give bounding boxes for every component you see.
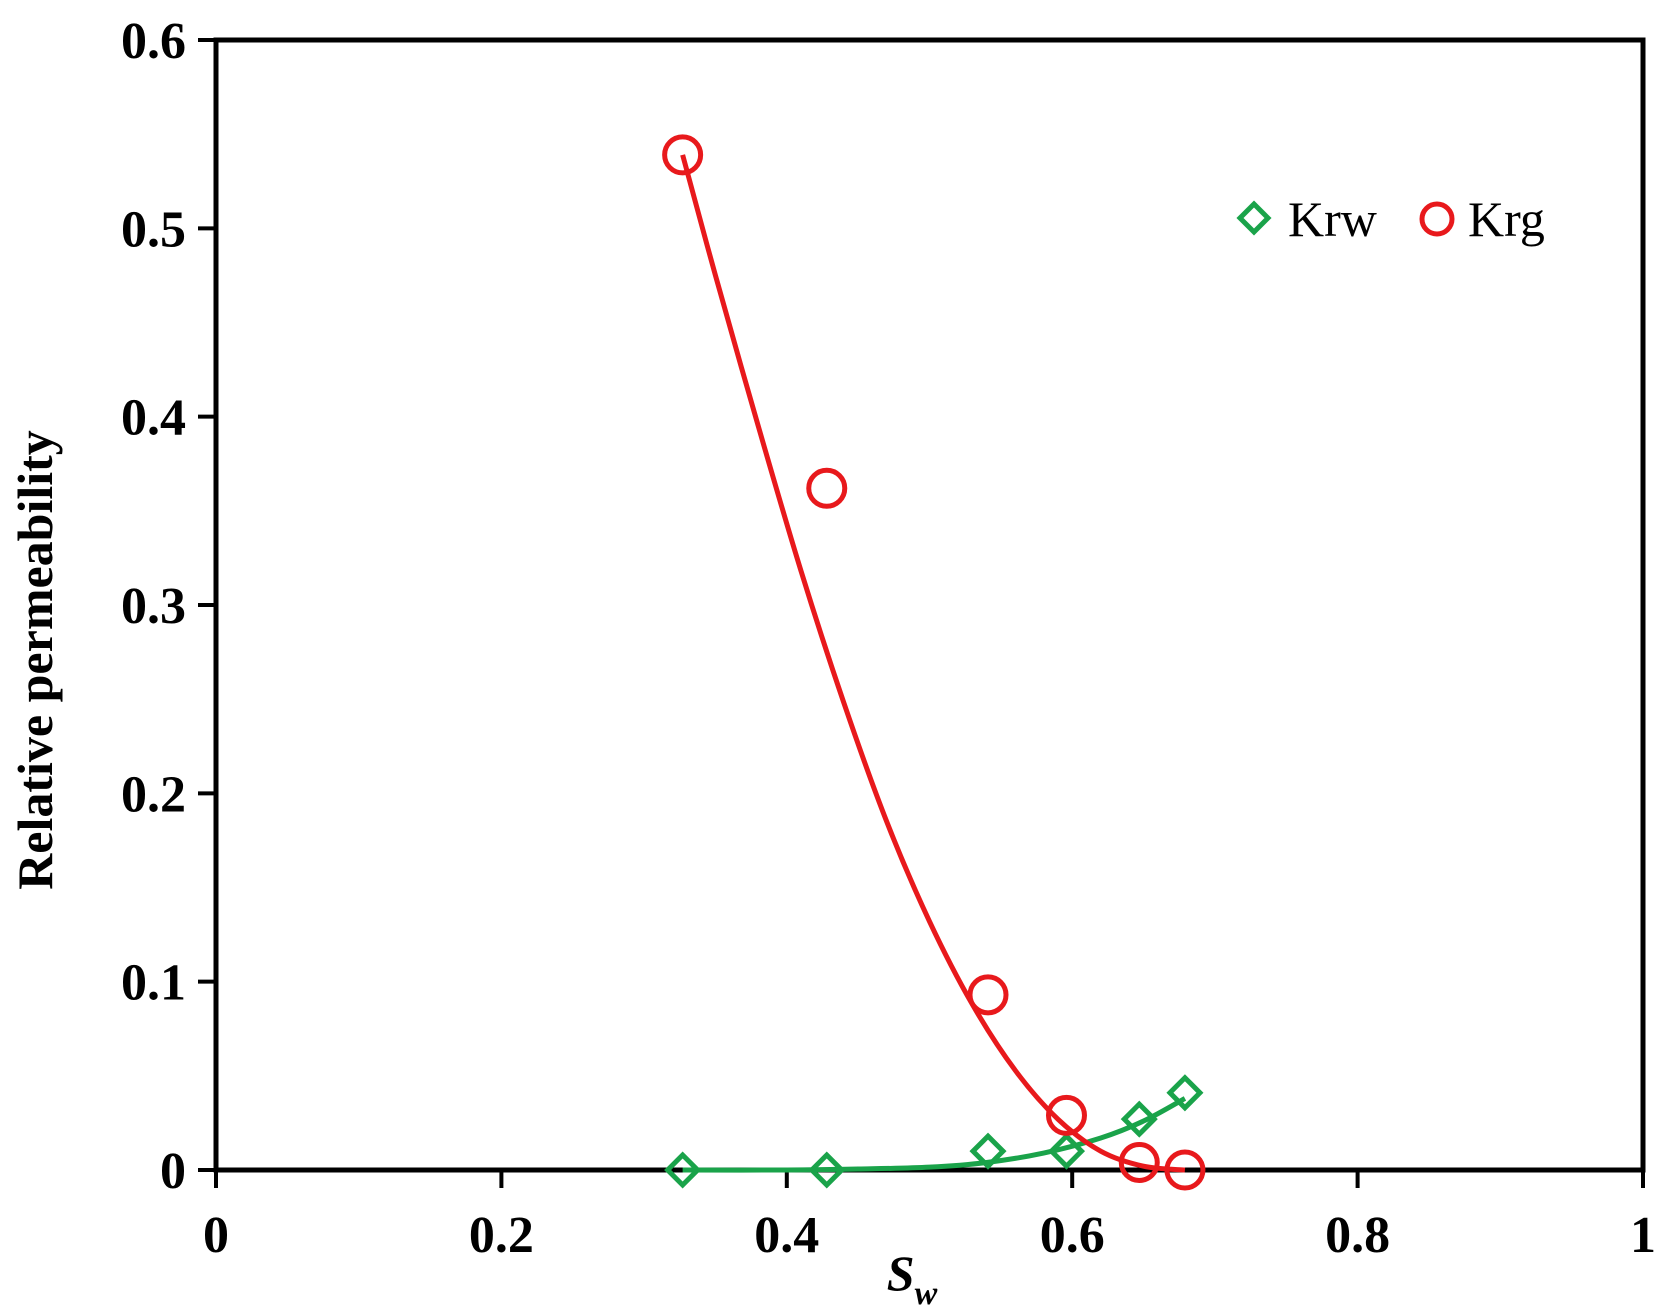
krg-point [1164,1149,1206,1191]
krw-point [664,1151,702,1189]
x-tick-label: 1 [1630,1207,1656,1264]
legend-label-krw: Krw [1288,191,1377,247]
y-tick-label: 0 [160,1143,186,1200]
krw-point [1166,1074,1204,1112]
y-axis-ticks: 0 0.1 0.2 0.3 0.4 0.5 0.6 [121,13,216,1200]
plot-frame [213,37,1646,1173]
legend-entry-krg: Krg [1419,191,1545,247]
krw-point [969,1132,1007,1170]
y-tick-label: 0.4 [121,390,186,447]
x-tick-label: 0.6 [1040,1207,1105,1264]
legend-entry-krw: Krw [1236,191,1377,247]
y-tick-label: 0.5 [121,201,186,258]
data-markers [662,134,1206,1191]
krg-point [1118,1141,1160,1183]
legend: Krw Krg [1236,191,1545,247]
y-tick-label: 0.6 [121,13,186,70]
krw-point [1047,1132,1086,1170]
x-axis-label-main: S [887,1245,915,1301]
x-tick-label: 0 [203,1207,229,1264]
krg-point [806,467,848,509]
krw-fit-line [682,1096,1187,1173]
legend-label-krg: Krg [1468,191,1545,247]
y-tick-label: 0.1 [121,955,186,1012]
krg-point [662,134,704,176]
y-tick-label: 0.3 [121,578,186,635]
fit-curves [680,154,1187,1173]
krw-point [1120,1100,1158,1138]
x-tick-label: 0.8 [1325,1207,1390,1264]
krg-point [967,974,1009,1016]
y-tick-label: 0.2 [121,766,186,823]
krg-point [1045,1094,1087,1136]
x-axis-ticks: 0 0.2 0.4 0.6 0.8 1 [203,1170,1656,1264]
y-axis-label: Relative permeability [7,430,63,890]
plot-area-border [213,37,1646,1173]
x-axis-label-subscript: w [915,1275,938,1308]
x-tick-label: 0.4 [754,1207,819,1264]
legend-diamond-icon [1236,200,1272,236]
krw-point [808,1151,846,1189]
x-axis-label: Sw [887,1245,938,1308]
x-tick-label: 0.2 [469,1207,534,1264]
legend-circle-icon [1419,201,1455,237]
krg-fit-line [680,154,1186,1173]
